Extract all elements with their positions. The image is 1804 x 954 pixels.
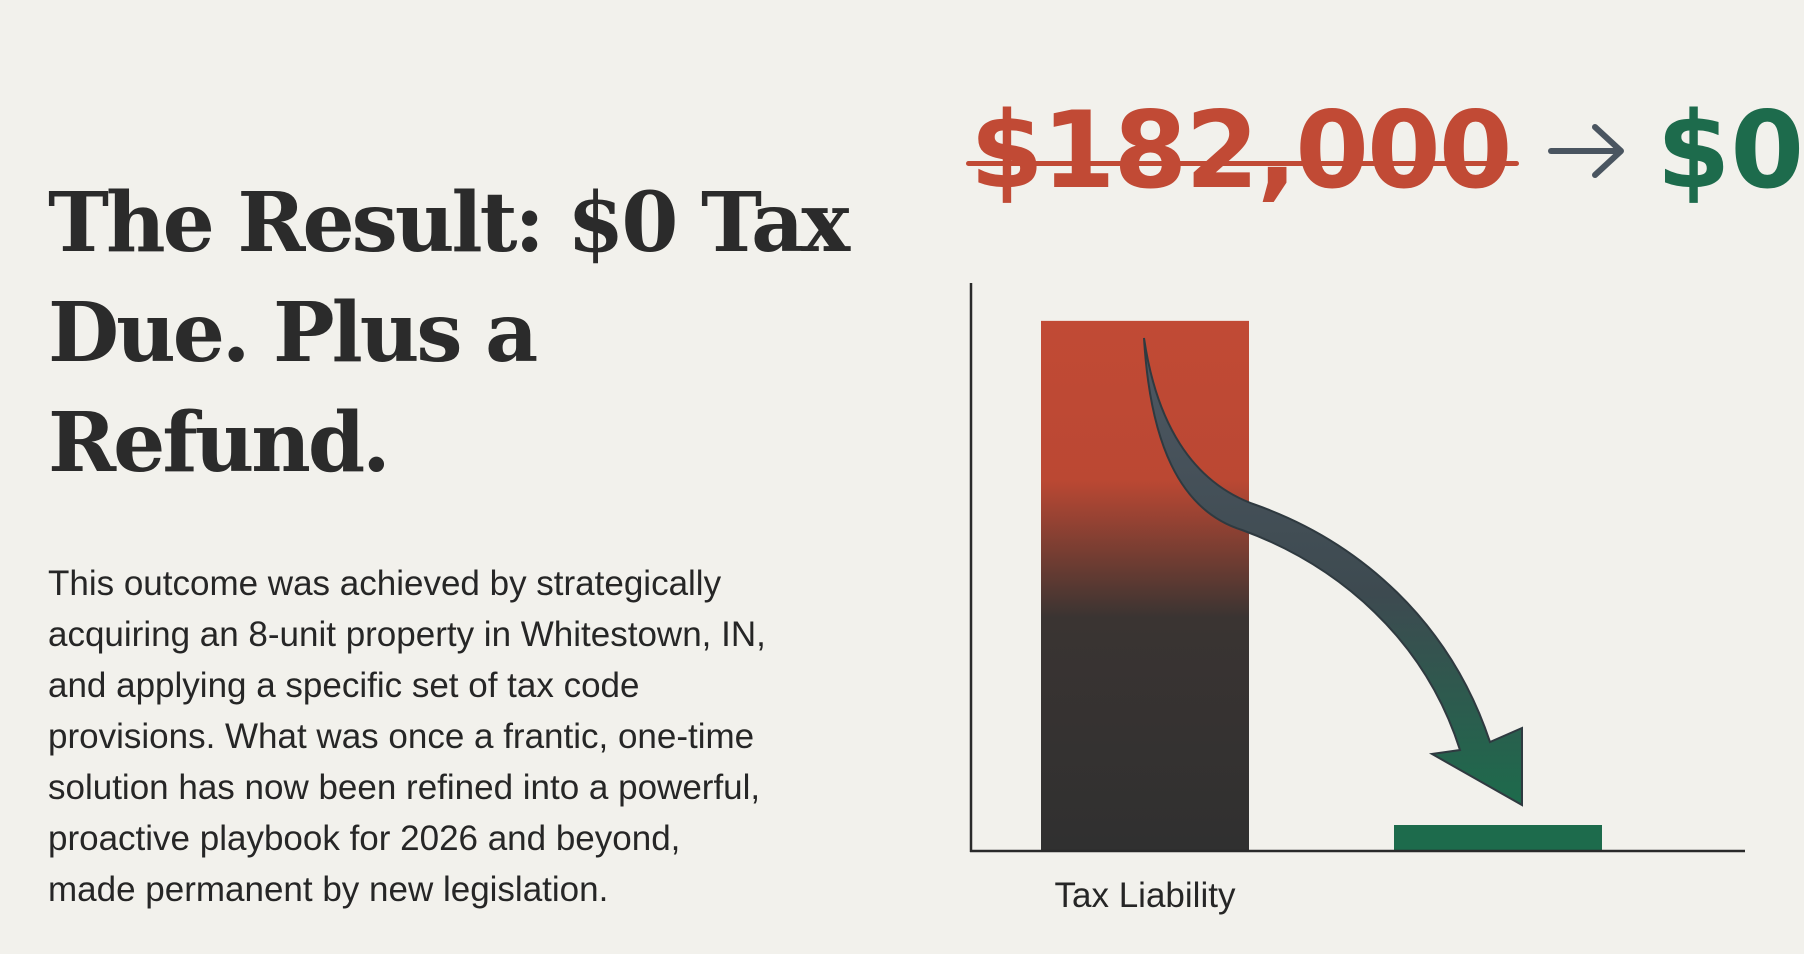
curved-down-arrow-icon: [1143, 337, 1523, 807]
title-line-2: Due. Plus a Refund.: [48, 285, 538, 491]
bar-tax-liability-after: [1394, 825, 1602, 851]
page-title: The Result: $0 Tax Due. Plus a Refund.: [48, 168, 868, 498]
body-line: solution has now been refined into a pow…: [48, 768, 761, 807]
body-line: provisions. What was once a frantic, one…: [48, 717, 755, 756]
body-line: acquiring an 8-unit property in Whitesto…: [48, 615, 766, 654]
arrow-right-icon: [1547, 124, 1624, 178]
body-paragraph: This outcome was achieved by strategical…: [48, 558, 868, 915]
text-column: The Result: $0 Tax Due. Plus a Refund. T…: [48, 168, 868, 915]
body-line: proactive playbook for 2026 and beyond,: [48, 819, 681, 858]
body-line: made permanent by new legislation.: [48, 870, 609, 909]
body-line: and applying a specific set of tax code: [48, 666, 640, 705]
bar-tax-liability-before: [1041, 320, 1249, 851]
comparison-headline: $182,000 $0: [966, 86, 1804, 216]
body-line: This outcome was achieved by strategical…: [48, 564, 722, 603]
new-tax-amount: $0: [1656, 89, 1804, 212]
title-line-1: The Result: $0 Tax: [48, 175, 850, 271]
x-label-tax-liability: Tax Liability: [1055, 876, 1236, 915]
old-tax-amount: $182,000: [966, 86, 1519, 216]
